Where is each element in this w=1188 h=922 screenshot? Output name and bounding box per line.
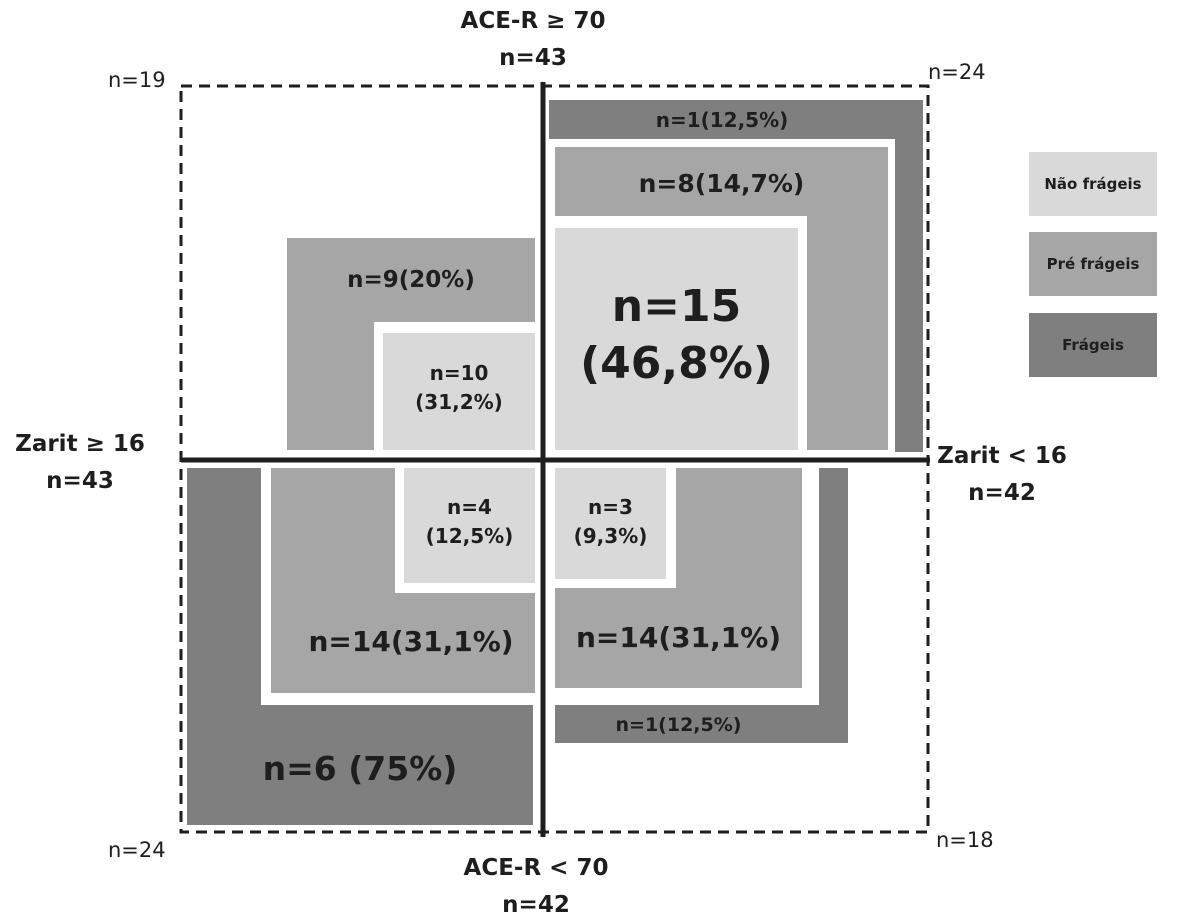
axis-left-label: Zarit ≥ 16 n=43: [0, 430, 160, 496]
axis-top-line1: ACE-R ≥ 70: [460, 8, 606, 34]
legend-frageis: Frágeis: [1029, 313, 1157, 377]
legend-frageis-label: Frágeis: [1062, 336, 1124, 354]
axis-right-line2: n=42: [968, 479, 1036, 506]
tr-pre-label: n=8(14,7%): [638, 169, 805, 198]
bl-pre-label: n=14(31,1%): [308, 625, 514, 658]
axis-left-line2: n=43: [46, 467, 114, 494]
tr-nao-line2: (46,8%): [580, 338, 773, 390]
br-nao-line1: n=3: [588, 495, 633, 519]
legend-pre-frageis-label: Pré frágeis: [1046, 255, 1140, 273]
br-pre-label: n=14(31,1%): [575, 621, 782, 654]
bl-nao-block: [404, 468, 535, 583]
legend-nao-frageis: Não frágeis: [1029, 152, 1157, 216]
bl-nao-line2: (12,5%): [425, 524, 514, 548]
tr-nao-label: n=15 (46,8%): [555, 278, 798, 392]
tl-nao-line1: n=10: [429, 361, 489, 385]
br-nao-block: [555, 468, 666, 579]
tr-fragil-label: n=1(12,5%): [655, 108, 789, 132]
corner-top-left-count: n=19: [108, 68, 166, 92]
tl-nao-block: [383, 333, 535, 450]
br-nao-line2: (9,3%): [573, 524, 648, 548]
legend-nao-frageis-label: Não frágeis: [1044, 175, 1142, 193]
axis-bottom-line1: ACE-R < 70: [463, 855, 609, 881]
axis-top-line2: n=43: [499, 44, 567, 71]
corner-bottom-left-count: n=24: [108, 838, 166, 862]
tr-nao-block: [555, 228, 798, 450]
tl-nao-label: n=10 (31,2%): [383, 359, 535, 417]
axis-right-line1: Zarit < 16: [937, 443, 1067, 469]
corner-top-right-count: n=24: [928, 60, 986, 84]
br-fragil-label: n=1(12,5%): [615, 714, 742, 736]
bl-fragil-label: n=6 (75%): [262, 749, 458, 788]
tr-nao-line1: n=15: [611, 281, 742, 332]
br-nao-label: n=3 (9,3%): [555, 493, 666, 551]
tl-pre-label: n=9(20%): [347, 267, 475, 293]
axis-left-line1: Zarit ≥ 16: [15, 431, 145, 457]
axis-bottom-label: ACE-R < 70 n=42: [446, 854, 626, 920]
bl-nao-label: n=4 (12,5%): [404, 493, 535, 551]
axis-right-label: Zarit < 16 n=42: [922, 442, 1082, 508]
axis-bottom-line2: n=42: [502, 891, 570, 918]
axis-top-label: ACE-R ≥ 70 n=43: [443, 7, 623, 73]
legend-pre-frageis: Pré frágeis: [1029, 232, 1157, 296]
bl-nao-line1: n=4: [447, 495, 492, 519]
tl-nao-line2: (31,2%): [415, 390, 503, 414]
corner-bottom-right-count: n=18: [936, 828, 994, 852]
